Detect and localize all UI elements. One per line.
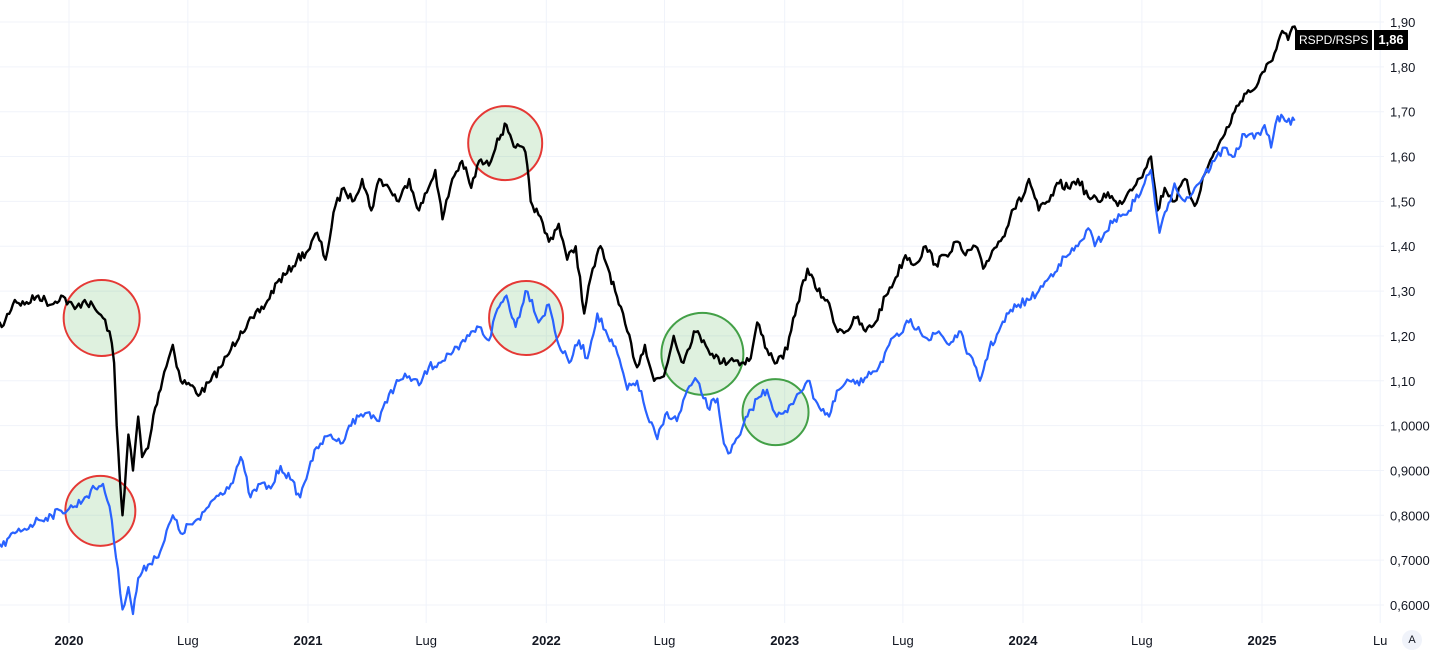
last-value-badge: RSPD/RSPS 1,86 [1295, 30, 1408, 50]
x-tick-label: Lug [654, 633, 676, 648]
red-annotation-circle [64, 474, 137, 547]
x-axis: 2020 Lug 2021 Lug 2022 Lug 2023 Lug 2024 Lug 2025 L… [55, 633, 1388, 648]
y-tick-label: 1,20 [1390, 329, 1415, 344]
x-tick-label: Lug [1131, 633, 1153, 648]
y-tick-label: 1,90 [1390, 15, 1415, 30]
ratio-line-black [0, 25, 1302, 517]
x-tick-label: 2020 [55, 633, 84, 648]
x-tick-label: 2021 [294, 633, 323, 648]
symbol-label: RSPD/RSPS [1295, 30, 1373, 50]
y-tick-label: 1,50 [1390, 194, 1415, 209]
x-tick-label: Lug [177, 633, 199, 648]
series-lines [0, 25, 1302, 616]
red-annotation-circle [467, 105, 544, 182]
y-tick-label: 1,10 [1390, 374, 1415, 389]
y-tick-label: 0,8000 [1390, 508, 1430, 523]
x-tick-label: 2023 [770, 633, 799, 648]
x-tick-label: 2022 [532, 633, 561, 648]
x-tick-label: 2025 [1248, 633, 1277, 648]
green-annotation-circle [660, 311, 745, 396]
y-tick-label: 1,60 [1390, 150, 1415, 165]
x-tick-label: Lug [892, 633, 914, 648]
y-tick-label: 1,0000 [1390, 419, 1430, 434]
y-tick-label: 1,30 [1390, 284, 1415, 299]
auto-scale-button[interactable]: A [1402, 630, 1422, 650]
y-tick-label: 0,9000 [1390, 463, 1430, 478]
x-tick-label: 2024 [1009, 633, 1039, 648]
ratio-line-blue [0, 113, 1296, 616]
x-tick-label: Lug [415, 633, 437, 648]
y-tick-label: 1,70 [1390, 105, 1415, 120]
y-tick-label: 0,7000 [1390, 553, 1430, 568]
chart-grid [0, 0, 1384, 623]
y-tick-label: 0,6000 [1390, 598, 1430, 613]
x-tick-label: Lu [1373, 633, 1387, 648]
y-tick-label: 1,40 [1390, 239, 1415, 254]
last-value: 1,86 [1374, 30, 1408, 50]
y-axis: 1,90 1,80 1,70 1,60 1,50 1,40 1,30 1,20 1,10 1,00… [1390, 15, 1430, 613]
y-tick-label: 1,80 [1390, 60, 1415, 75]
